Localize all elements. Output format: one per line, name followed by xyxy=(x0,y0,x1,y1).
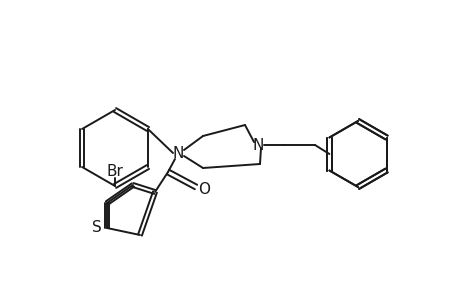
Text: N: N xyxy=(172,146,183,160)
Text: N: N xyxy=(252,137,263,152)
Text: S: S xyxy=(92,220,101,236)
Text: O: O xyxy=(197,182,210,196)
Text: Br: Br xyxy=(106,164,123,179)
